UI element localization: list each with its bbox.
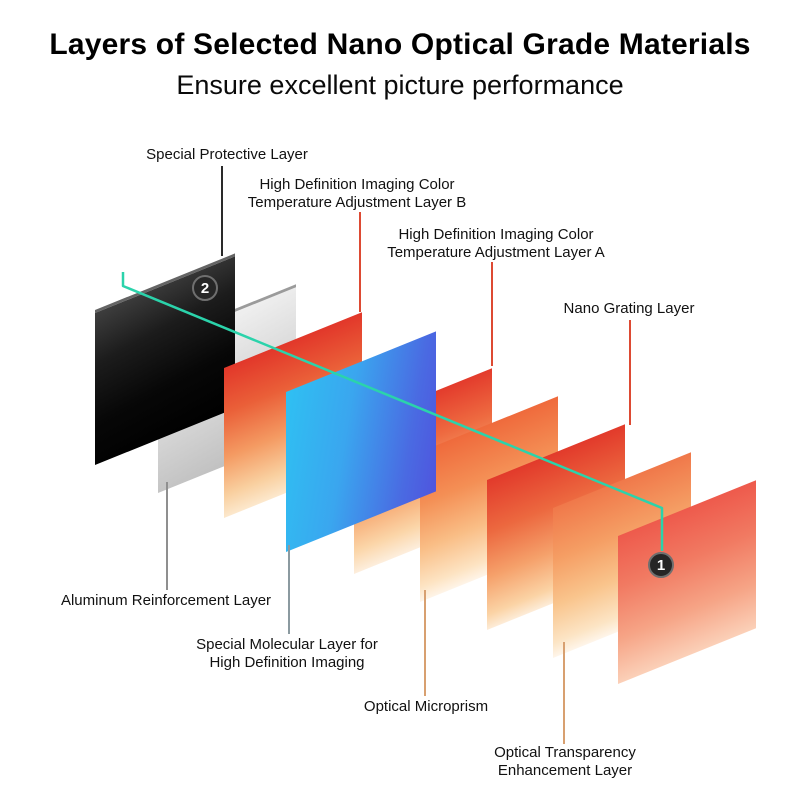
label-aluminum-reinforcement: Aluminum Reinforcement Layer — [60, 592, 272, 609]
page-subtitle: Ensure excellent picture performance — [176, 70, 624, 100]
label-color-temperature-a: High Definition Imaging Color Temperatur… — [387, 226, 605, 261]
label-optical-microprism: Optical Microprism — [363, 698, 489, 715]
label-special-protective: Special Protective Layer — [146, 146, 308, 163]
badge-marker-2: 2 — [192, 275, 218, 301]
label-optical-transparency: Optical Transparency Enhancement Layer — [494, 744, 636, 779]
label-special-molecular: Special Molecular Layer for High Definit… — [196, 636, 378, 671]
page-title: Layers of Selected Nano Optical Grade Ma… — [49, 28, 751, 61]
label-color-temperature-b: High Definition Imaging Color Temperatur… — [247, 176, 467, 211]
badge-marker-1: 1 — [648, 552, 674, 578]
label-nano-grating: Nano Grating Layer — [563, 300, 695, 317]
